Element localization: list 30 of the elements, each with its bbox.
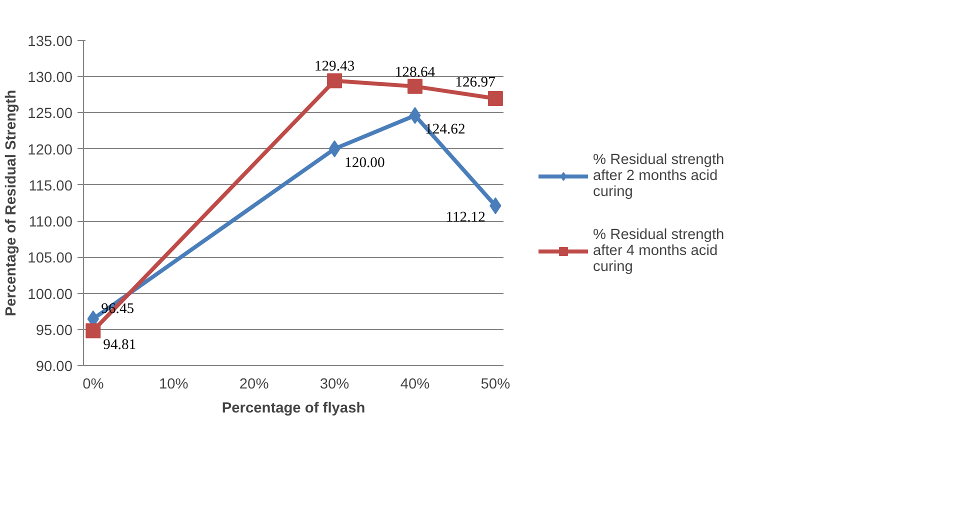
x-tick-label: 40% [400,376,430,392]
data-label: 120.00 [344,154,385,171]
point [407,78,422,94]
data-label: 129.43 [314,58,355,75]
data-label: 112.12 [446,210,486,226]
point [488,90,503,106]
x-tick-label: 0% [82,376,104,392]
x-axis-title: Percentage of flyash [222,400,366,416]
y-tick-label: 120.00 [28,142,72,158]
y-tick-label: 90.00 [36,359,73,375]
data-label: 128.64 [394,64,436,80]
y-tick-label: 125.00 [28,106,72,122]
point [86,323,101,338]
data-label: 126.97 [455,74,496,90]
x-tick-label: 10% [158,376,188,392]
x-tick-label: 20% [239,376,269,392]
y-tick-label: 115.00 [28,178,73,194]
data-label: 94.81 [103,336,136,353]
y-tick-label: 95.00 [36,322,73,339]
legend-label: % Residual strength after 2 months acid curing [593,150,724,202]
y-tick-label: 135.00 [28,34,72,50]
y-tick-label: 110.00 [28,214,73,231]
y-tick-label: 130.00 [28,70,72,86]
x-tick-label: 30% [320,376,350,392]
legend-label: % Residual strength after 4 months acid curing [593,226,724,276]
y-axis-title: Percentage of Residual Strength [4,90,20,316]
y-tick-label: 100.00 [28,286,72,303]
x-tick-label: 50% [480,376,510,392]
y-tick-label: 105.00 [28,250,72,267]
point [327,73,342,88]
